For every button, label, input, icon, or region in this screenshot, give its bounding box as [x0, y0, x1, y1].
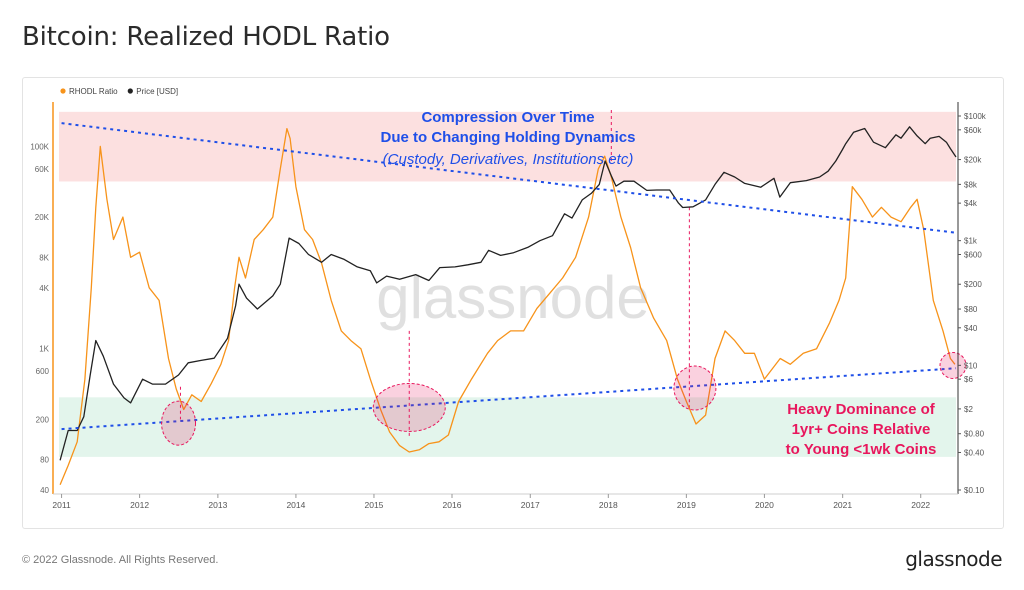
x-tick-label: 2016	[443, 500, 462, 510]
legend-swatch	[60, 88, 66, 94]
legend-swatch	[127, 88, 133, 94]
band-layer	[59, 111, 956, 457]
y-right-tick-label: $20k	[964, 156, 982, 165]
band-top	[59, 111, 956, 182]
y-right-tick-label: $0.80	[964, 430, 985, 439]
annotation-line: to Young <1wk Coins	[786, 441, 937, 458]
x-tick-label: 2013	[208, 500, 227, 510]
x-tick-label: 2014	[286, 500, 305, 510]
copyright-text: © 2022 Glassnode. All Rights Reserved.	[22, 554, 219, 566]
rhodl-chart[interactable]: glassnode 100K 60K 20K 8K 4K 1K 600 200 80 40 $100…	[23, 78, 1003, 528]
y-left-tick-label: 200	[36, 415, 50, 424]
axes-layer: 100K 60K 20K 8K 4K 1K 600 200 80 40 $100k $60k $20k $…	[30, 102, 987, 510]
annotation-line: (Custody, Derivatives, Institutions etc)	[383, 151, 634, 168]
y-right-tick-label: $2	[964, 405, 973, 414]
lower-trend-line	[61, 367, 957, 431]
legend-label: RHODL Ratio	[69, 87, 118, 96]
annotation-line: Compression Over Time	[421, 109, 594, 126]
y-right-tick-label: $4k	[964, 199, 978, 208]
y-right-tick-label: $60k	[964, 126, 982, 135]
legend-label: Price [USD]	[136, 87, 178, 96]
highlight-circle	[939, 351, 967, 379]
y-left-tick-label: 1K	[39, 345, 49, 354]
y-right-tick-label: $80	[964, 305, 978, 314]
series-layer	[59, 126, 957, 486]
y-left-tick-label: 4K	[39, 284, 49, 293]
rhodl-ratio-line	[59, 127, 956, 486]
x-tick-label: 2021	[833, 500, 852, 510]
trend-line-layer	[61, 122, 957, 431]
x-tick-label: 2011	[52, 500, 71, 510]
highlight-circle	[372, 382, 446, 432]
y-left-tick-label: 80	[40, 456, 49, 465]
annotation-line: Heavy Dominance of	[787, 401, 936, 418]
annotation-layer: Compression Over Time Due to Changing Hol…	[380, 109, 936, 458]
y-right-tick-label: $100k	[964, 112, 987, 121]
glassnode-logo[interactable]: glassnode	[905, 547, 1002, 571]
price-line	[59, 126, 957, 461]
y-right-tick-label: $6	[964, 375, 973, 384]
legend[interactable]: RHODL Ratio Price [USD]	[60, 87, 178, 96]
y-right-tick-label: $10	[964, 361, 978, 370]
y-left-tick-label: 100K	[30, 142, 49, 151]
y-right-tick-label: $40	[964, 324, 978, 333]
y-left-tick-label: 8K	[39, 253, 49, 262]
chart-card: glassnode 100K 60K 20K 8K 4K 1K 600 200 80 40 $100…	[22, 77, 1004, 529]
watermark: glassnode	[376, 264, 650, 331]
y-right-tick-label: $8k	[964, 180, 978, 189]
annotation-line: Due to Changing Holding Dynamics	[380, 129, 635, 146]
x-tick-label: 2019	[677, 500, 696, 510]
y-right-tick-label: $0.10	[964, 486, 985, 495]
x-tick-label: 2017	[521, 500, 540, 510]
upper-trend-line	[61, 122, 957, 234]
highlight-circle	[673, 365, 717, 411]
annotation-line: 1yr+ Coins Relative	[792, 421, 931, 438]
cycle-marker-layer	[179, 110, 690, 439]
y-left-tick-label: 40	[40, 486, 49, 495]
y-left-tick-label: 60K	[35, 165, 50, 174]
page-title: Bitcoin: Realized HODL Ratio	[22, 22, 390, 52]
highlight-circle-layer	[161, 351, 967, 446]
y-right-tick-label: $0.40	[964, 448, 985, 457]
x-tick-label: 2020	[755, 500, 774, 510]
x-tick-label: 2018	[599, 500, 618, 510]
band-bottom	[59, 397, 956, 457]
x-tick-label: 2012	[130, 500, 149, 510]
y-left-tick-label: 20K	[35, 213, 50, 222]
y-left-tick-label: 600	[36, 367, 50, 376]
x-tick-label: 2015	[365, 500, 384, 510]
highlight-circle	[161, 400, 197, 446]
y-right-tick-label: $200	[964, 280, 982, 289]
y-right-tick-label: $600	[964, 250, 982, 259]
x-tick-label: 2022	[911, 500, 930, 510]
y-right-tick-label: $1k	[964, 237, 978, 246]
